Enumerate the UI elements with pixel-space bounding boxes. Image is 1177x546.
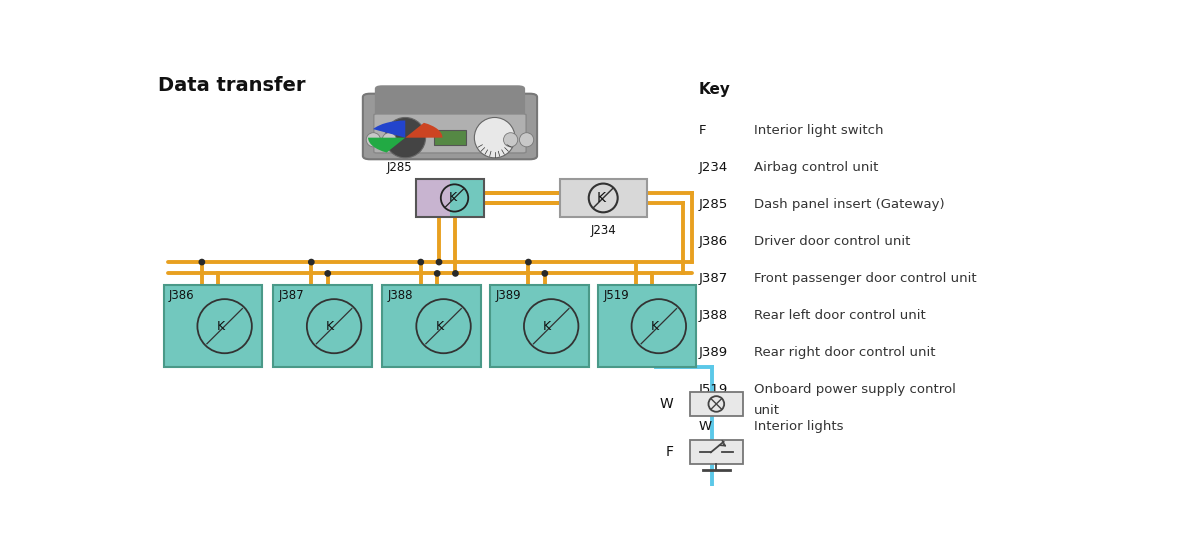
Text: Rear right door control unit: Rear right door control unit	[753, 346, 936, 359]
Text: J519: J519	[603, 288, 629, 301]
Ellipse shape	[383, 133, 397, 147]
Ellipse shape	[434, 270, 440, 277]
Text: J285: J285	[699, 198, 729, 211]
Ellipse shape	[588, 183, 618, 212]
Ellipse shape	[541, 270, 548, 277]
Text: J388: J388	[699, 310, 729, 322]
Text: F: F	[699, 124, 706, 138]
Text: K: K	[435, 319, 444, 333]
Text: J387: J387	[699, 272, 729, 286]
FancyBboxPatch shape	[415, 179, 450, 217]
Ellipse shape	[198, 299, 252, 353]
Ellipse shape	[308, 259, 314, 265]
FancyBboxPatch shape	[164, 285, 262, 367]
Text: J386: J386	[699, 235, 729, 248]
Ellipse shape	[435, 259, 443, 265]
Text: K: K	[651, 319, 659, 333]
Ellipse shape	[366, 133, 380, 147]
FancyBboxPatch shape	[433, 130, 466, 145]
Text: F: F	[665, 446, 673, 459]
FancyBboxPatch shape	[363, 94, 537, 159]
FancyBboxPatch shape	[273, 285, 372, 367]
Text: J234: J234	[699, 162, 729, 174]
Text: Key: Key	[699, 82, 731, 97]
FancyBboxPatch shape	[383, 285, 481, 367]
Text: unit: unit	[753, 403, 779, 417]
Ellipse shape	[525, 259, 532, 265]
Ellipse shape	[632, 299, 686, 353]
Ellipse shape	[418, 259, 424, 265]
Text: Driver door control unit: Driver door control unit	[753, 235, 910, 248]
Wedge shape	[405, 123, 443, 138]
Text: Interior lights: Interior lights	[753, 420, 843, 434]
Ellipse shape	[307, 299, 361, 353]
Text: W: W	[659, 397, 673, 411]
Ellipse shape	[417, 299, 471, 353]
Text: J234: J234	[591, 224, 616, 238]
Ellipse shape	[524, 299, 578, 353]
Text: W: W	[699, 420, 712, 434]
Text: Onboard power supply control: Onboard power supply control	[753, 383, 956, 396]
Text: K: K	[326, 319, 334, 333]
FancyBboxPatch shape	[560, 179, 646, 217]
Text: Dash panel insert (Gateway): Dash panel insert (Gateway)	[753, 198, 944, 211]
Wedge shape	[368, 138, 405, 152]
Ellipse shape	[474, 117, 516, 158]
Ellipse shape	[325, 270, 331, 277]
Ellipse shape	[519, 133, 533, 147]
Text: J388: J388	[388, 288, 413, 301]
Text: Airbag control unit: Airbag control unit	[753, 162, 878, 174]
Text: Interior light switch: Interior light switch	[753, 124, 883, 138]
FancyBboxPatch shape	[374, 85, 525, 118]
FancyBboxPatch shape	[690, 440, 743, 465]
Text: K: K	[448, 192, 457, 204]
Text: Data transfer: Data transfer	[158, 76, 306, 95]
Text: K: K	[543, 319, 551, 333]
FancyBboxPatch shape	[374, 114, 526, 153]
Ellipse shape	[199, 259, 205, 265]
FancyBboxPatch shape	[598, 285, 697, 367]
Text: Front passenger door control unit: Front passenger door control unit	[753, 272, 977, 286]
Text: J285: J285	[386, 161, 412, 174]
Text: Rear left door control unit: Rear left door control unit	[753, 310, 925, 322]
Wedge shape	[373, 121, 405, 138]
Text: K: K	[217, 319, 225, 333]
Text: J386: J386	[169, 288, 194, 301]
Text: J389: J389	[496, 288, 521, 301]
Ellipse shape	[452, 270, 459, 277]
FancyBboxPatch shape	[450, 179, 484, 217]
Text: J519: J519	[699, 383, 729, 396]
Text: J389: J389	[699, 346, 729, 359]
Ellipse shape	[504, 133, 518, 147]
FancyBboxPatch shape	[490, 285, 588, 367]
FancyBboxPatch shape	[690, 392, 743, 416]
Text: K: K	[597, 191, 605, 205]
Text: J387: J387	[279, 288, 304, 301]
Ellipse shape	[385, 117, 426, 158]
